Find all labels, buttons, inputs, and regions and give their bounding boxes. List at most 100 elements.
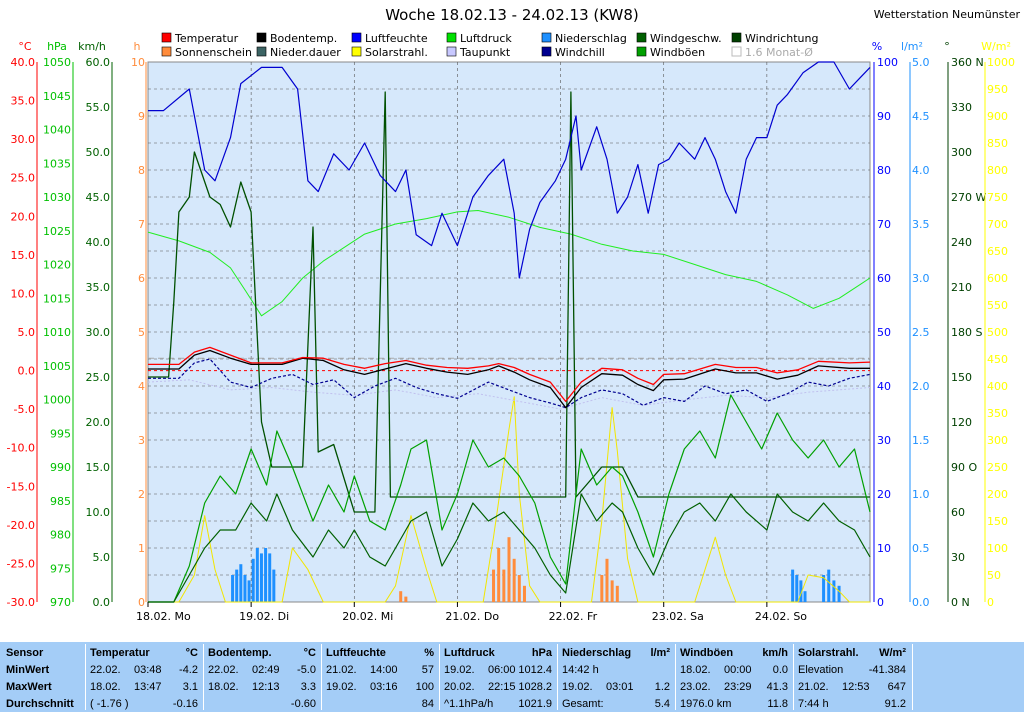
wind-axis-tick: 40.0 bbox=[86, 236, 111, 249]
stats-row: Gesamt: 5.4 bbox=[560, 696, 672, 712]
rain-bar bbox=[239, 564, 243, 602]
stats-row: 19.02. 03:16 100 bbox=[324, 679, 436, 695]
temp-axis-tick: 5.0 bbox=[18, 326, 36, 339]
axis-unit-label: °C bbox=[18, 40, 32, 53]
stats-time: 02:49 bbox=[252, 664, 280, 676]
solar-axis-tick: 50 bbox=[987, 569, 1001, 582]
stats-value: -5.0 bbox=[297, 664, 316, 676]
stats-value: 41.3 bbox=[766, 681, 788, 693]
wind-axis-tick: 25.0 bbox=[86, 371, 111, 384]
x-tick-label: 20.02. Mi bbox=[342, 610, 393, 623]
stats-section-header: Solarstrahl. W/m² bbox=[796, 645, 908, 661]
direction-axis-tick: 180 S bbox=[951, 326, 982, 339]
direction-axis-tick: 360 N bbox=[951, 56, 984, 69]
hours-axis-tick: 8 bbox=[138, 164, 145, 177]
chart-title: Woche 18.02.13 - 24.02.13 (KW8) bbox=[385, 6, 639, 24]
rain-bar bbox=[837, 585, 841, 602]
temp-axis-tick: 15.0 bbox=[11, 249, 36, 262]
stats-date: 18.02. bbox=[680, 664, 711, 676]
rain-axis-tick: 4.0 bbox=[912, 164, 930, 177]
legend-swatch bbox=[351, 32, 362, 43]
temp-axis-tick: -15.0 bbox=[7, 480, 35, 493]
solar-axis-tick: 150 bbox=[987, 515, 1008, 528]
pressure-axis-tick: 1050 bbox=[43, 56, 71, 69]
stats-sensor-name: Windböen bbox=[680, 647, 734, 659]
rain-axis-tick: 2.0 bbox=[912, 380, 930, 393]
pressure-axis-tick: 980 bbox=[50, 529, 71, 542]
stats-row: ( -1.76 ) -0.16 bbox=[88, 696, 200, 712]
solar-axis-tick: 850 bbox=[987, 137, 1008, 150]
legend-label: Niederschlag bbox=[555, 32, 627, 45]
humidity-line bbox=[148, 61, 871, 279]
label-avg: Durchschnitt bbox=[6, 698, 74, 710]
hours-axis-tick: 2 bbox=[138, 488, 145, 501]
solar-axis-tick: 950 bbox=[987, 83, 1008, 96]
stats-date: ( -1.76 ) bbox=[90, 698, 129, 710]
legend-swatch bbox=[636, 46, 647, 57]
stats-sensor-name: Solarstrahl. bbox=[798, 647, 859, 659]
stats-value: 11.8 bbox=[767, 698, 788, 710]
pressure-axis-tick: 1010 bbox=[43, 326, 71, 339]
direction-axis-tick: 150 bbox=[951, 371, 972, 384]
humidity-axis-tick: 80 bbox=[877, 164, 891, 177]
wind-axis-tick: 55.0 bbox=[86, 101, 111, 114]
stats-row: -0.60 bbox=[206, 696, 318, 712]
legend-label: Solarstrahl. bbox=[365, 46, 428, 59]
humidity-axis-tick: 70 bbox=[877, 218, 891, 231]
rain-axis-tick: 3.5 bbox=[912, 218, 930, 231]
solar-axis-tick: 400 bbox=[987, 380, 1008, 393]
humidity-axis-tick: 40 bbox=[877, 380, 891, 393]
x-tick-label: 21.02. Do bbox=[445, 610, 499, 623]
humidity-axis-tick: 100 bbox=[877, 56, 898, 69]
stats-separator bbox=[321, 644, 322, 710]
stats-sensor-unit: km/h bbox=[762, 647, 788, 659]
stats-date: Elevation bbox=[798, 664, 844, 676]
solar-axis-tick: 200 bbox=[987, 488, 1008, 501]
pressure-axis-tick: 1035 bbox=[43, 157, 71, 170]
legend-swatch bbox=[256, 46, 267, 57]
sunshine-bar bbox=[522, 585, 526, 602]
legend-label: Taupunkt bbox=[459, 46, 511, 59]
stats-value: 1.2 bbox=[654, 681, 670, 693]
stats-section-header: Niederschlag l/m² bbox=[560, 645, 672, 661]
label-sensor: Sensor bbox=[6, 647, 44, 659]
pressure-axis-tick: 995 bbox=[50, 427, 71, 440]
rain-bar bbox=[827, 569, 831, 602]
temp-axis-tick: -5.0 bbox=[14, 403, 35, 416]
rain-bar bbox=[255, 548, 259, 602]
legend-swatch bbox=[161, 46, 172, 57]
stats-section-header: Windböen km/h bbox=[678, 645, 790, 661]
stats-row: ^1.1hPa/h 1021.9 bbox=[442, 696, 554, 712]
stats-row: 84 bbox=[324, 696, 436, 712]
stats-separator bbox=[912, 644, 913, 710]
wind-direction-line bbox=[148, 91, 870, 513]
stats-separator bbox=[675, 644, 676, 710]
stats-sensor-name: Niederschlag bbox=[562, 647, 632, 659]
rain-axis-tick: 1.5 bbox=[912, 434, 930, 447]
direction-axis-tick: 0 N bbox=[951, 596, 970, 609]
stats-time: 03:48 bbox=[134, 664, 162, 676]
humidity-axis-tick: 0 bbox=[877, 596, 884, 609]
stats-value: 3.3 bbox=[300, 681, 316, 693]
weather-chart: 40.035.030.025.020.015.010.05.00.0-5.0-1… bbox=[6, 6, 1021, 623]
stats-date: 19.02. bbox=[444, 664, 475, 676]
temp-axis-tick: 35.0 bbox=[11, 95, 36, 108]
solar-axis-tick: 750 bbox=[987, 191, 1008, 204]
stats-time: 03:01 bbox=[606, 681, 634, 693]
sunshine-bar bbox=[497, 548, 501, 602]
solar-radiation-line bbox=[148, 396, 870, 603]
stats-sensor-unit: W/m² bbox=[879, 647, 906, 659]
rain-bar bbox=[247, 580, 251, 602]
solar-axis-tick: 250 bbox=[987, 461, 1008, 474]
rain-bar bbox=[791, 569, 795, 602]
stats-section: Windböen km/h 18.02. 00:00 0.0 23.02. 23:29 41.… bbox=[678, 645, 790, 711]
legend-label: 1.6 Monat-Ø bbox=[745, 46, 813, 59]
stats-separator bbox=[85, 644, 86, 710]
legend-swatch bbox=[351, 46, 362, 57]
solar-axis-tick: 600 bbox=[987, 272, 1008, 285]
legend-label: Nieder.dauer bbox=[270, 46, 341, 59]
wind-axis-tick: 20.0 bbox=[86, 416, 111, 429]
stats-value: -41.384 bbox=[868, 664, 906, 676]
pressure-axis-tick: 990 bbox=[50, 461, 71, 474]
